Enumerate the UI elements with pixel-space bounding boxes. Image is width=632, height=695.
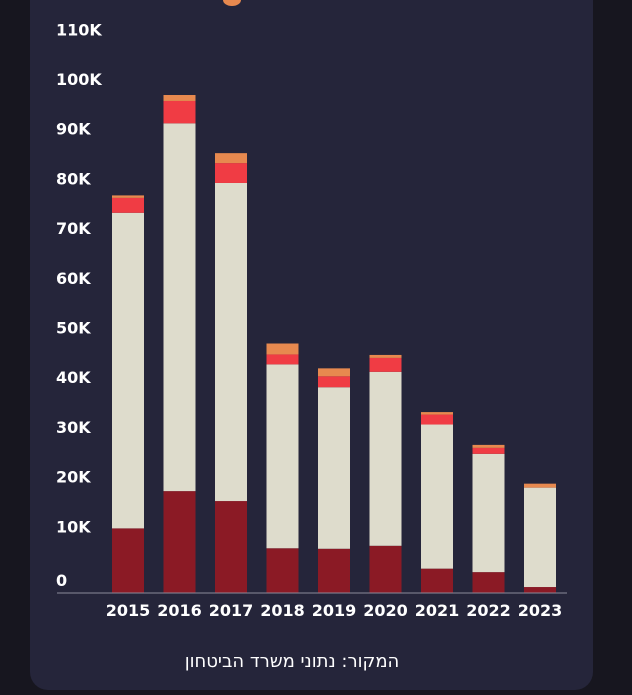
bar-2016-segment-3: [163, 100, 196, 124]
bar-2020-segment-1: [369, 545, 402, 593]
bar-2023-segment-4: [524, 483, 556, 488]
y-tick-label: 50K: [56, 319, 91, 338]
y-tick-label: 100K: [56, 70, 102, 89]
bar-2018-segment-3: [266, 354, 299, 365]
y-tick-label: 0: [56, 571, 67, 590]
bar-2020-segment-2: [369, 371, 402, 546]
y-tick-label: 80K: [56, 169, 91, 188]
x-tick-label: 2021: [415, 601, 460, 620]
bar-2015-segment-1: [112, 528, 144, 593]
x-tick-label: 2020: [363, 601, 408, 620]
x-tick-label: 2017: [209, 601, 254, 620]
bar-2020-segment-3: [369, 357, 402, 372]
bar-2018-segment-1: [266, 548, 299, 593]
x-axis-ticks: 2015 2016 2017 2018 2019 2020 2021 2022 2023: [106, 601, 563, 620]
y-tick-label: 30K: [56, 418, 91, 437]
bar-2017-segment-3: [215, 163, 247, 183]
y-tick-label: 110K: [56, 20, 102, 39]
bar-2015-segment-4: [112, 195, 144, 198]
bar-2019-segment-2: [318, 387, 350, 549]
bar-2015-segment-3: [112, 197, 144, 213]
bar-2017-segment-1: [215, 501, 247, 593]
y-axis-ticks: 0 10K 20K 30K 40K 50K 60K 70K 80K 90K 100K 110K: [56, 20, 102, 590]
bar-2016-segment-1: [163, 491, 196, 593]
bar-2023-segment-2: [524, 487, 556, 588]
bar-2017-segment-2: [215, 182, 247, 502]
bar-2016-segment-4: [163, 95, 196, 101]
bar-2016-segment-2: [163, 123, 196, 492]
x-tick-label: 2018: [260, 601, 305, 620]
y-tick-label: 20K: [56, 468, 91, 487]
bar-2022-segment-1: [472, 572, 505, 593]
bars-group: [112, 95, 556, 593]
bar-2019-segment-1: [318, 548, 350, 593]
bar-2020-segment-4: [369, 354, 402, 358]
y-tick-label: 70K: [56, 219, 91, 238]
bar-2021-segment-1: [421, 568, 453, 593]
y-tick-label: 60K: [56, 269, 91, 288]
bar-2021-segment-4: [421, 412, 453, 415]
bar-2018-segment-4: [266, 343, 299, 355]
x-tick-label: 2016: [157, 601, 202, 620]
bar-2019-segment-4: [318, 368, 350, 377]
y-tick-label: 10K: [56, 517, 91, 536]
bar-2022-segment-3: [472, 447, 505, 454]
bar-2022-segment-2: [472, 453, 505, 573]
y-tick-label: 90K: [56, 120, 91, 139]
source-note: המקור: נתוני משרד הביטחון: [184, 651, 400, 672]
bar-2019-segment-3: [318, 376, 350, 388]
bar-2015-segment-2: [112, 212, 144, 529]
bar-2022-segment-4: [472, 444, 505, 448]
x-tick-label: 2023: [518, 601, 563, 620]
bar-2023-segment-1: [524, 587, 556, 593]
y-tick-label: 40K: [56, 368, 91, 387]
bar-2018-segment-2: [266, 364, 299, 549]
bar-2021-segment-2: [421, 424, 453, 569]
x-tick-label: 2022: [466, 601, 511, 620]
x-tick-label: 2019: [312, 601, 357, 620]
indicator-dot: [223, 0, 241, 6]
x-tick-label: 2015: [106, 601, 151, 620]
bar-2021-segment-3: [421, 414, 453, 425]
bar-2017-segment-4: [215, 153, 247, 164]
